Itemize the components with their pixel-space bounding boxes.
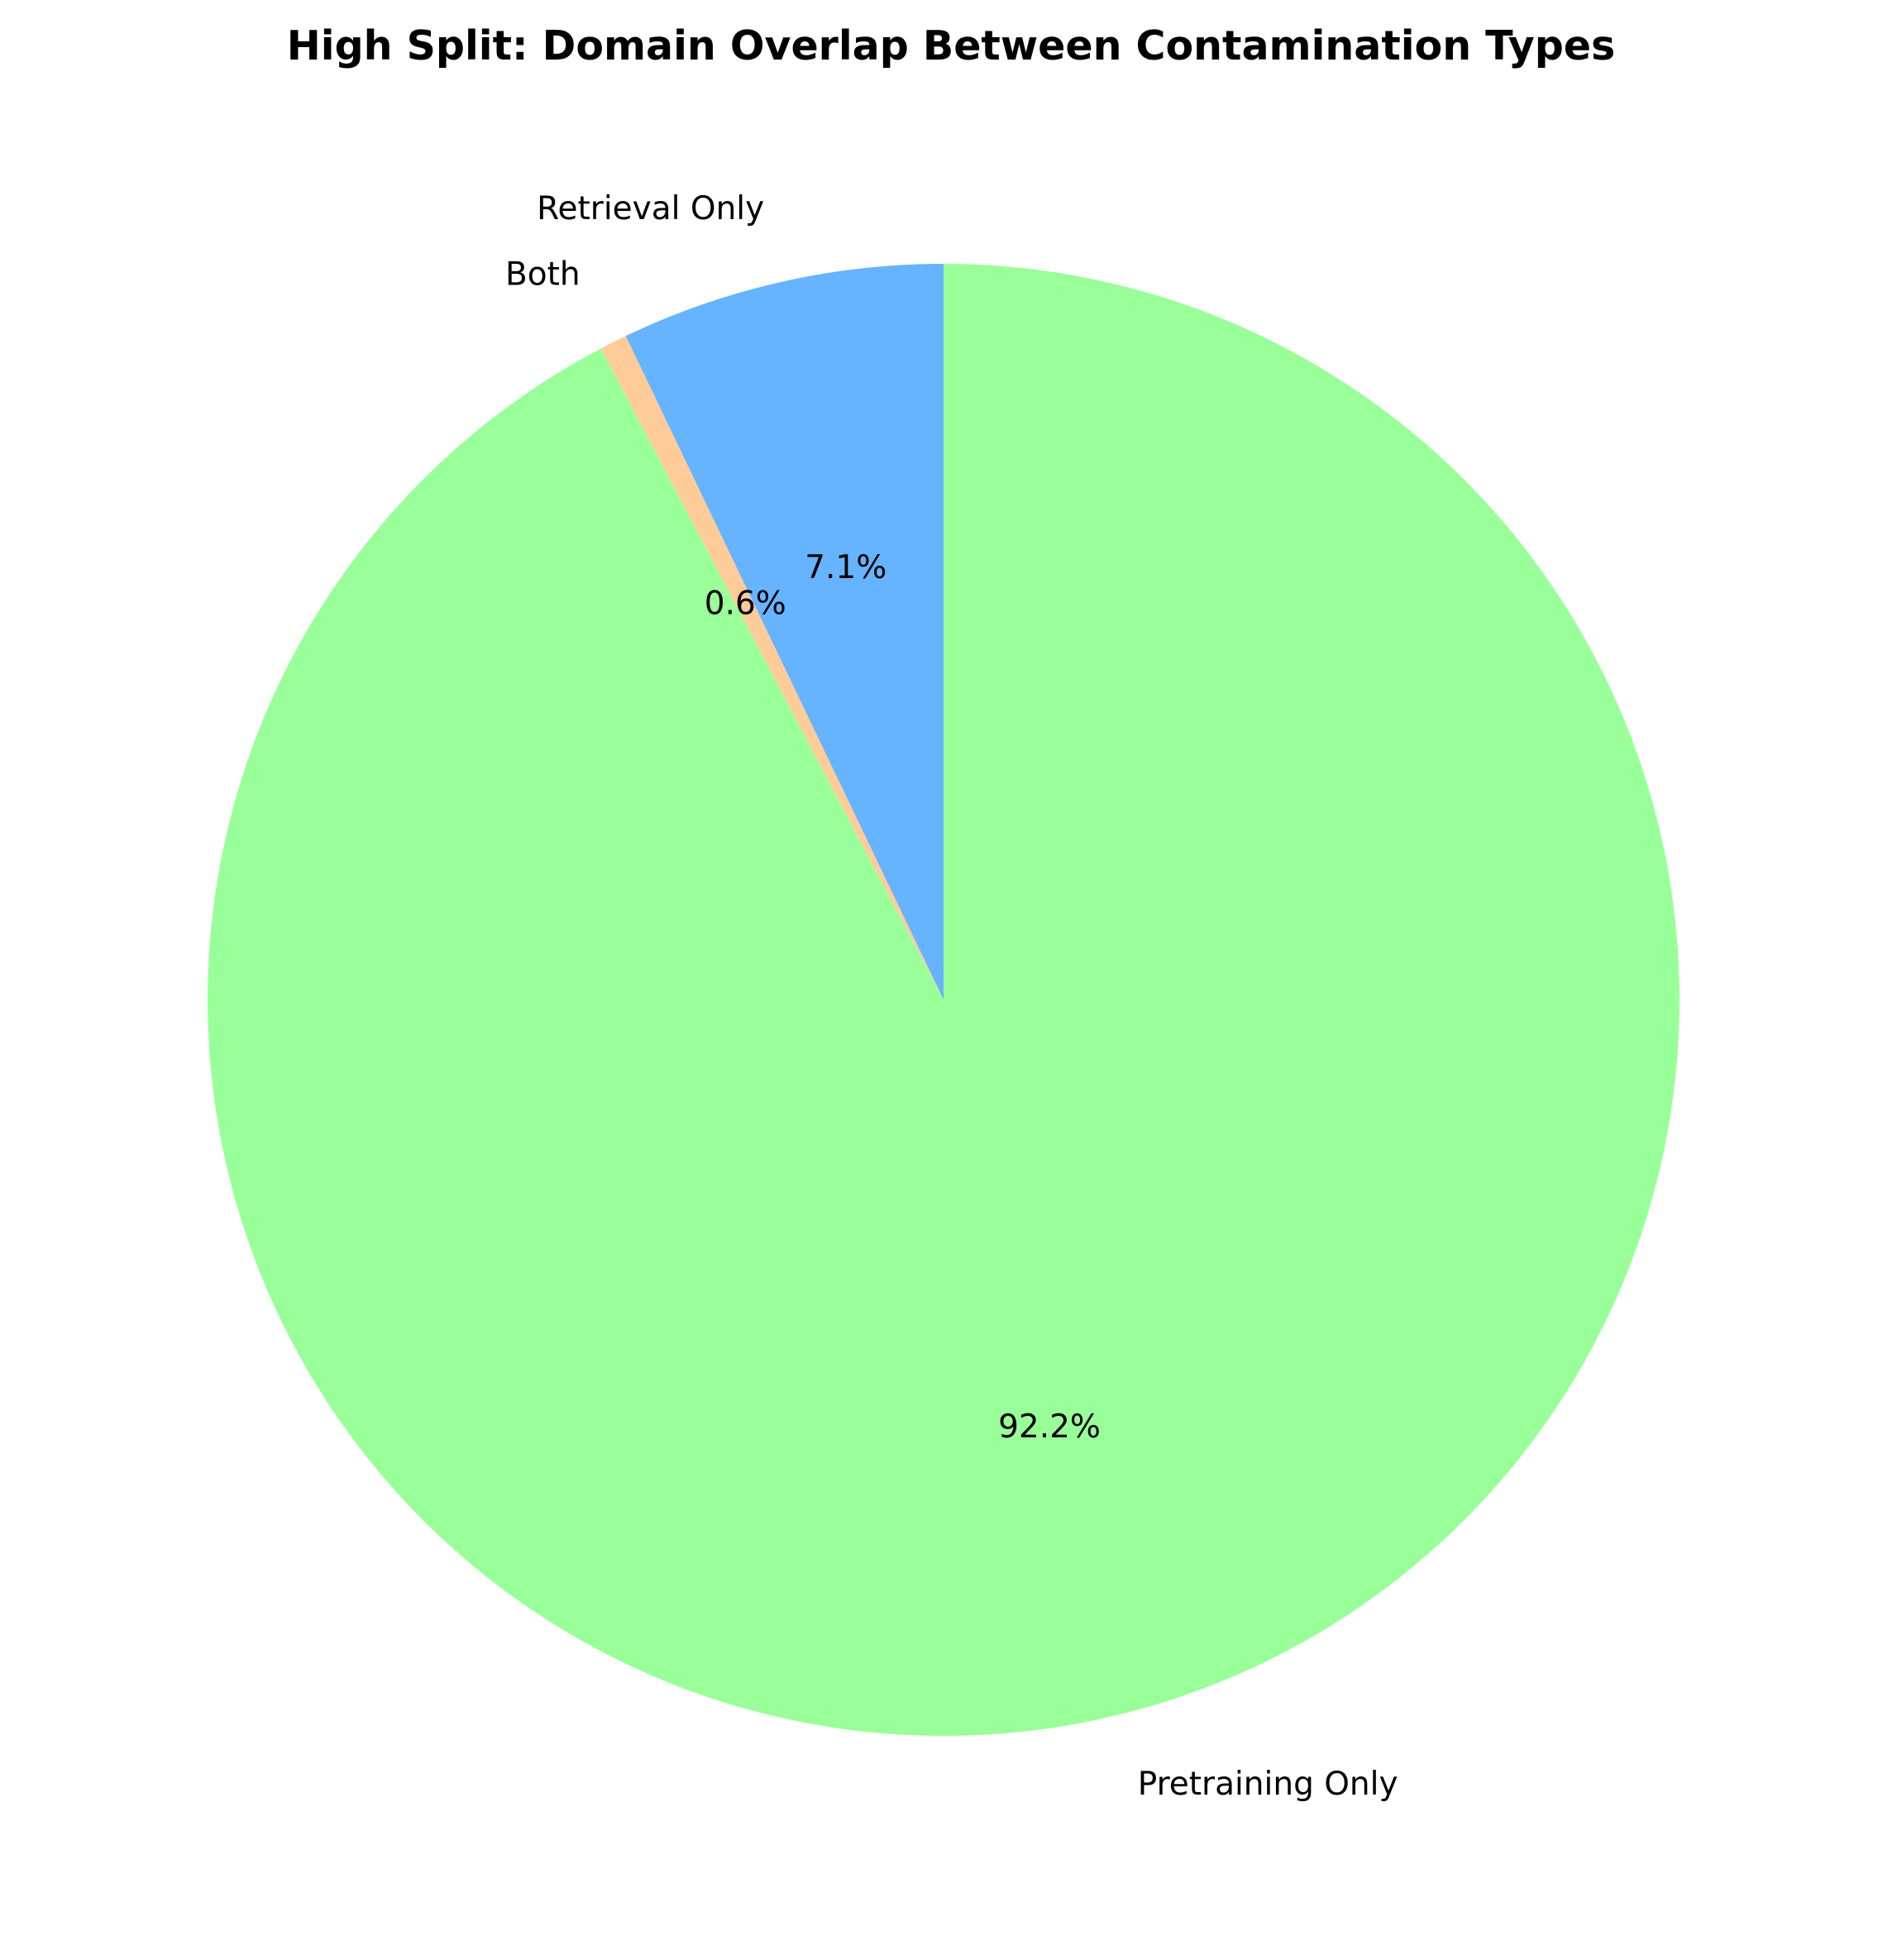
- pie-slice-retrieval-only: [625, 264, 944, 1000]
- slice-label-both: Both: [505, 256, 581, 294]
- slice-label-retrieval-only: Retrieval Only: [537, 190, 764, 227]
- chart-title: High Split: Domain Overlap Between Conta…: [287, 22, 1615, 69]
- slice-pct-label-pretraining-only: 92.2%: [998, 1408, 1101, 1446]
- pie-labels: Retrieval Only 7.1% Both 0.6% Pretraining On…: [505, 190, 1398, 1803]
- slice-pct-label-retrieval-only: 7.1%: [805, 549, 886, 586]
- pie-slice-pretraining-only: [208, 264, 1680, 1736]
- pie-slices: [208, 264, 1680, 1736]
- slice-pct-label-both: 0.6%: [705, 585, 786, 622]
- pie-slice-both: [600, 336, 944, 1000]
- slice-label-pretraining-only: Pretraining Only: [1138, 1766, 1398, 1803]
